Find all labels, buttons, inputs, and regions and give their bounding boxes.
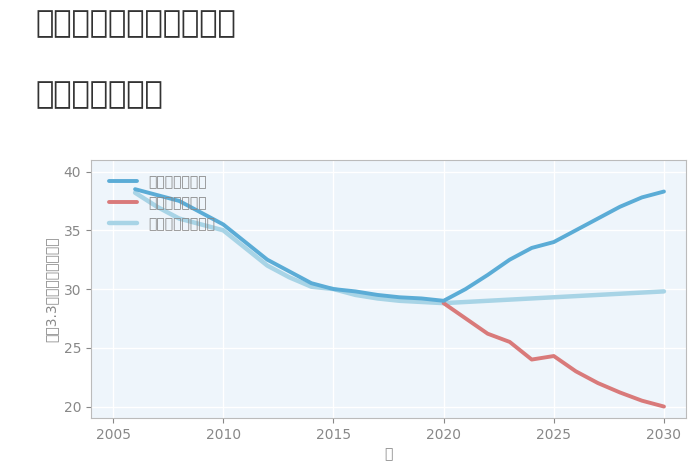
グッドシナリオ	[197, 210, 205, 215]
グッドシナリオ	[594, 216, 602, 221]
グッドシナリオ	[329, 286, 337, 292]
グッドシナリオ	[373, 292, 382, 298]
グッドシナリオ	[351, 289, 360, 294]
グッドシナリオ	[528, 245, 536, 251]
Text: 土地の価格推移: 土地の価格推移	[35, 80, 162, 109]
ノーマルシナリオ	[505, 297, 514, 303]
ノーマルシナリオ	[461, 299, 470, 305]
ノーマルシナリオ	[153, 204, 161, 210]
バッドシナリオ	[484, 331, 492, 337]
バッドシナリオ	[550, 353, 558, 359]
グッドシナリオ	[505, 257, 514, 262]
グッドシナリオ	[263, 257, 272, 262]
ノーマルシナリオ	[285, 274, 293, 280]
Line: バッドシナリオ: バッドシナリオ	[444, 303, 664, 407]
バッドシナリオ	[461, 316, 470, 321]
ノーマルシナリオ	[572, 293, 580, 299]
ノーマルシナリオ	[241, 245, 249, 251]
バッドシナリオ	[505, 339, 514, 345]
バッドシナリオ	[638, 398, 646, 403]
ノーマルシナリオ	[440, 300, 448, 306]
ノーマルシナリオ	[638, 290, 646, 296]
グッドシナリオ	[461, 286, 470, 292]
グッドシナリオ	[484, 272, 492, 278]
Line: グッドシナリオ: グッドシナリオ	[135, 189, 664, 301]
ノーマルシナリオ	[351, 292, 360, 298]
バッドシナリオ	[616, 390, 624, 395]
Line: ノーマルシナリオ: ノーマルシナリオ	[135, 193, 664, 303]
Text: 三重県津市安濃町川西の: 三重県津市安濃町川西の	[35, 9, 236, 39]
ノーマルシナリオ	[528, 296, 536, 301]
ノーマルシナリオ	[616, 291, 624, 297]
グッドシナリオ	[440, 298, 448, 304]
バッドシナリオ	[528, 357, 536, 362]
バッドシナリオ	[660, 404, 668, 409]
ノーマルシナリオ	[484, 298, 492, 304]
ノーマルシナリオ	[219, 227, 228, 233]
X-axis label: 年: 年	[384, 447, 393, 462]
ノーマルシナリオ	[263, 263, 272, 268]
ノーマルシナリオ	[550, 294, 558, 300]
Legend: グッドシナリオ, バッドシナリオ, ノーマルシナリオ: グッドシナリオ, バッドシナリオ, ノーマルシナリオ	[104, 169, 221, 236]
ノーマルシナリオ	[417, 299, 426, 305]
ノーマルシナリオ	[175, 216, 183, 221]
ノーマルシナリオ	[373, 296, 382, 301]
バッドシナリオ	[594, 380, 602, 386]
グッドシナリオ	[550, 239, 558, 245]
バッドシナリオ	[572, 368, 580, 374]
グッドシナリオ	[241, 239, 249, 245]
グッドシナリオ	[153, 192, 161, 198]
バッドシナリオ	[440, 300, 448, 306]
グッドシナリオ	[219, 222, 228, 227]
グッドシナリオ	[616, 204, 624, 210]
グッドシナリオ	[131, 186, 139, 192]
ノーマルシナリオ	[307, 284, 316, 290]
グッドシナリオ	[660, 189, 668, 195]
ノーマルシナリオ	[197, 222, 205, 227]
ノーマルシナリオ	[594, 292, 602, 298]
グッドシナリオ	[307, 280, 316, 286]
グッドシナリオ	[572, 227, 580, 233]
ノーマルシナリオ	[329, 286, 337, 292]
グッドシナリオ	[395, 294, 404, 300]
グッドシナリオ	[285, 269, 293, 274]
ノーマルシナリオ	[660, 289, 668, 294]
グッドシナリオ	[417, 296, 426, 301]
グッドシナリオ	[638, 195, 646, 200]
グッドシナリオ	[175, 198, 183, 204]
Y-axis label: 坪（3.3㎡）単価（万円）: 坪（3.3㎡）単価（万円）	[44, 236, 58, 342]
ノーマルシナリオ	[131, 190, 139, 196]
ノーマルシナリオ	[395, 298, 404, 304]
